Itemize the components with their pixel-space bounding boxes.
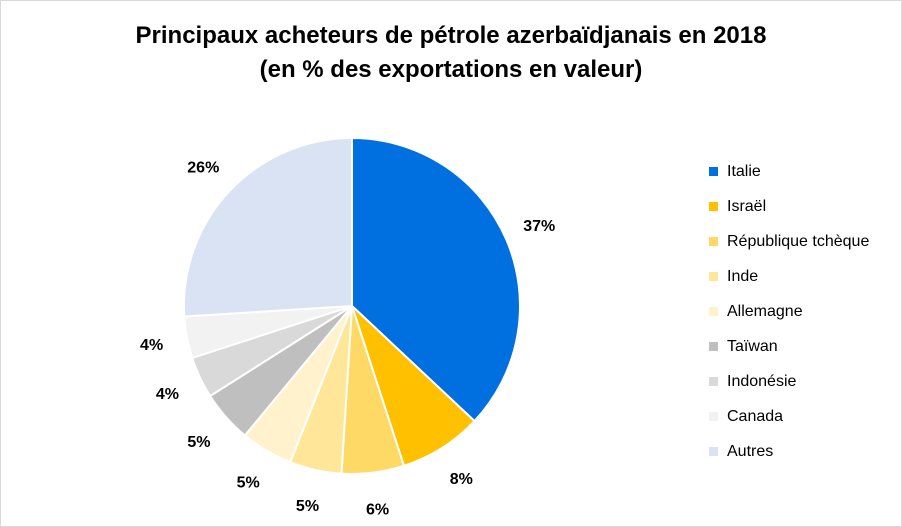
data-label-2: 6% <box>366 501 389 518</box>
legend-swatch-3 <box>709 272 718 281</box>
legend-swatch-0 <box>709 167 718 176</box>
legend-label-0: Italie <box>727 162 761 180</box>
data-label-4: 5% <box>237 475 260 492</box>
legend-label-3: Inde <box>727 267 759 285</box>
legend-swatch-7 <box>709 412 718 421</box>
legend-item-6: Indonésie <box>709 364 869 399</box>
legend-label-1: Israël <box>727 197 767 215</box>
data-label-5: 5% <box>187 434 210 451</box>
data-label-1: 8% <box>450 471 473 488</box>
legend-item-7: Canada <box>709 399 869 434</box>
legend-label-2: République tchèque <box>727 232 870 250</box>
data-label-8: 26% <box>187 159 219 176</box>
legend-item-0: Italie <box>709 154 869 189</box>
data-label-7: 4% <box>140 337 163 354</box>
pie-slice-8 <box>183 136 353 318</box>
legend-item-8: Autres <box>709 434 869 469</box>
data-label-0: 37% <box>523 218 555 235</box>
legend-label-4: Allemagne <box>727 302 803 320</box>
legend-item-3: Inde <box>709 259 869 294</box>
data-label-6: 4% <box>156 386 179 403</box>
data-label-3: 5% <box>296 498 319 515</box>
legend-swatch-5 <box>709 342 718 351</box>
legend-item-2: République tchèque <box>709 224 869 259</box>
chart-title: Principaux acheteurs de pétrole azerbaïd… <box>135 22 767 49</box>
legend-swatch-6 <box>709 377 718 386</box>
legend-swatch-2 <box>709 237 718 246</box>
legend-item-4: Allemagne <box>709 294 869 329</box>
legend-swatch-8 <box>709 447 718 456</box>
legend-swatch-1 <box>709 202 718 211</box>
legend-label-8: Autres <box>727 442 774 460</box>
legend-label-7: Canada <box>727 407 784 425</box>
legend-swatch-4 <box>709 307 718 316</box>
legend: Italie Israël République tchèque Inde Allema… <box>709 154 869 469</box>
chart-title-block: Principaux acheteurs de pétrole azerbaïd… <box>1 19 901 87</box>
legend-item-1: Israël <box>709 189 869 224</box>
legend-label-5: Taïwan <box>727 337 778 355</box>
pie-slice-0 <box>351 136 521 423</box>
chart-subtitle: (en % des exportations en valeur) <box>259 56 643 83</box>
legend-label-6: Indonésie <box>727 372 797 390</box>
legend-item-5: Taïwan <box>709 329 869 364</box>
